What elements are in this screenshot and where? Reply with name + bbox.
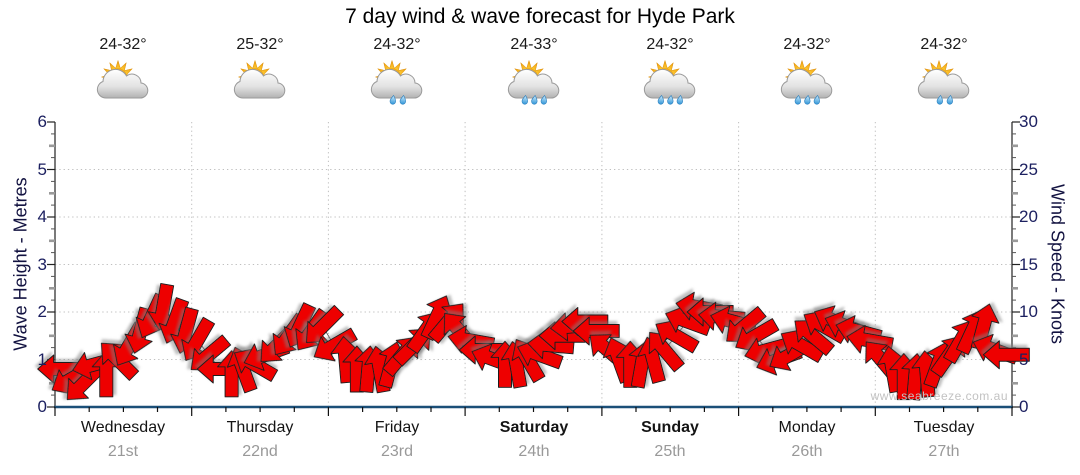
day-name-label: Sunday (641, 419, 699, 436)
temp-range-label: 25-32° (236, 36, 284, 53)
wind-axis-tick-label: 25 (1019, 159, 1038, 179)
wave-axis-tick-label: 4 (37, 207, 47, 226)
wind-arrow (572, 316, 620, 346)
weather-icon-slot (505, 58, 563, 110)
day-date-label: 24th (518, 443, 550, 460)
day-date-label: 21st (107, 443, 139, 460)
wind-arrow (181, 316, 216, 361)
weather-icon-slot (368, 58, 426, 110)
sun-cloud-rain-icon (370, 59, 423, 105)
wind-axis-tick-label: 15 (1019, 254, 1038, 274)
day-name-label: Thursday (226, 419, 294, 436)
temp-range-label: 24-32° (646, 36, 694, 53)
day-date-label: 22nd (242, 443, 278, 460)
weather-icon-slot (641, 58, 699, 110)
temp-range-label: 24-32° (920, 36, 968, 53)
wave-axis-tick-label: 1 (37, 349, 47, 369)
day-name-label: Saturday (499, 419, 569, 436)
wave-axis-tick-label: 5 (37, 159, 47, 179)
weather-icon-slot (915, 58, 973, 110)
wind-axis-title: Wind Speed - Knots (1047, 183, 1068, 345)
day-date-label: 26th (791, 443, 823, 460)
wind-arrow (655, 319, 700, 354)
sun-cloud-rain-icon (780, 59, 833, 105)
watermark: www.seabreeze.com.au (870, 389, 1008, 403)
day-name-label: Tuesday (913, 419, 975, 436)
temp-range-label: 24-32° (783, 36, 831, 53)
day-name-label: Friday (374, 419, 420, 436)
wind-axis-tick-label: 5 (1019, 349, 1029, 369)
wind-axis-tick-label: 10 (1019, 302, 1038, 321)
wind-arrow (313, 327, 358, 362)
wind-axis-tick-label: 30 (1019, 112, 1038, 131)
wave-axis-tick-label: 0 (37, 397, 47, 416)
wave-axis-tick-label: 6 (37, 112, 47, 131)
weather-icon-slot (778, 58, 836, 110)
day-date-label: 25th (654, 443, 686, 460)
temp-range-label: 24-32° (99, 36, 147, 53)
wind-arrow (982, 340, 1030, 370)
page-title: 7 day wind & wave forecast for Hyde Park (345, 5, 735, 28)
wave-axis-title: Wave Height - Metres (10, 177, 31, 351)
sun-cloud-rain-icon (643, 59, 696, 105)
wind-arrow (305, 304, 345, 344)
wave-axis-tick-label: 3 (37, 254, 47, 274)
day-name-label: Monday (778, 419, 836, 436)
weather-icon-slot (231, 58, 289, 110)
wave-axis-tick-label: 2 (37, 302, 47, 321)
sun-cloud-icon (233, 59, 286, 99)
wind-axis-tick-label: 20 (1019, 207, 1038, 226)
sun-cloud-rain-icon (917, 59, 970, 105)
sun-cloud-icon (96, 59, 149, 99)
wind-axis-tick-label: 0 (1019, 397, 1029, 416)
sun-cloud-rain-icon (507, 59, 560, 105)
day-name-label: Wednesday (80, 419, 166, 436)
day-date-label: 23rd (380, 443, 414, 460)
wind-arrows (37, 283, 1030, 401)
day-date-label: 27th (928, 443, 960, 460)
temp-range-label: 24-32° (373, 36, 421, 53)
temp-range-label: 24-33° (510, 36, 558, 53)
weather-icon-slot (94, 58, 152, 110)
